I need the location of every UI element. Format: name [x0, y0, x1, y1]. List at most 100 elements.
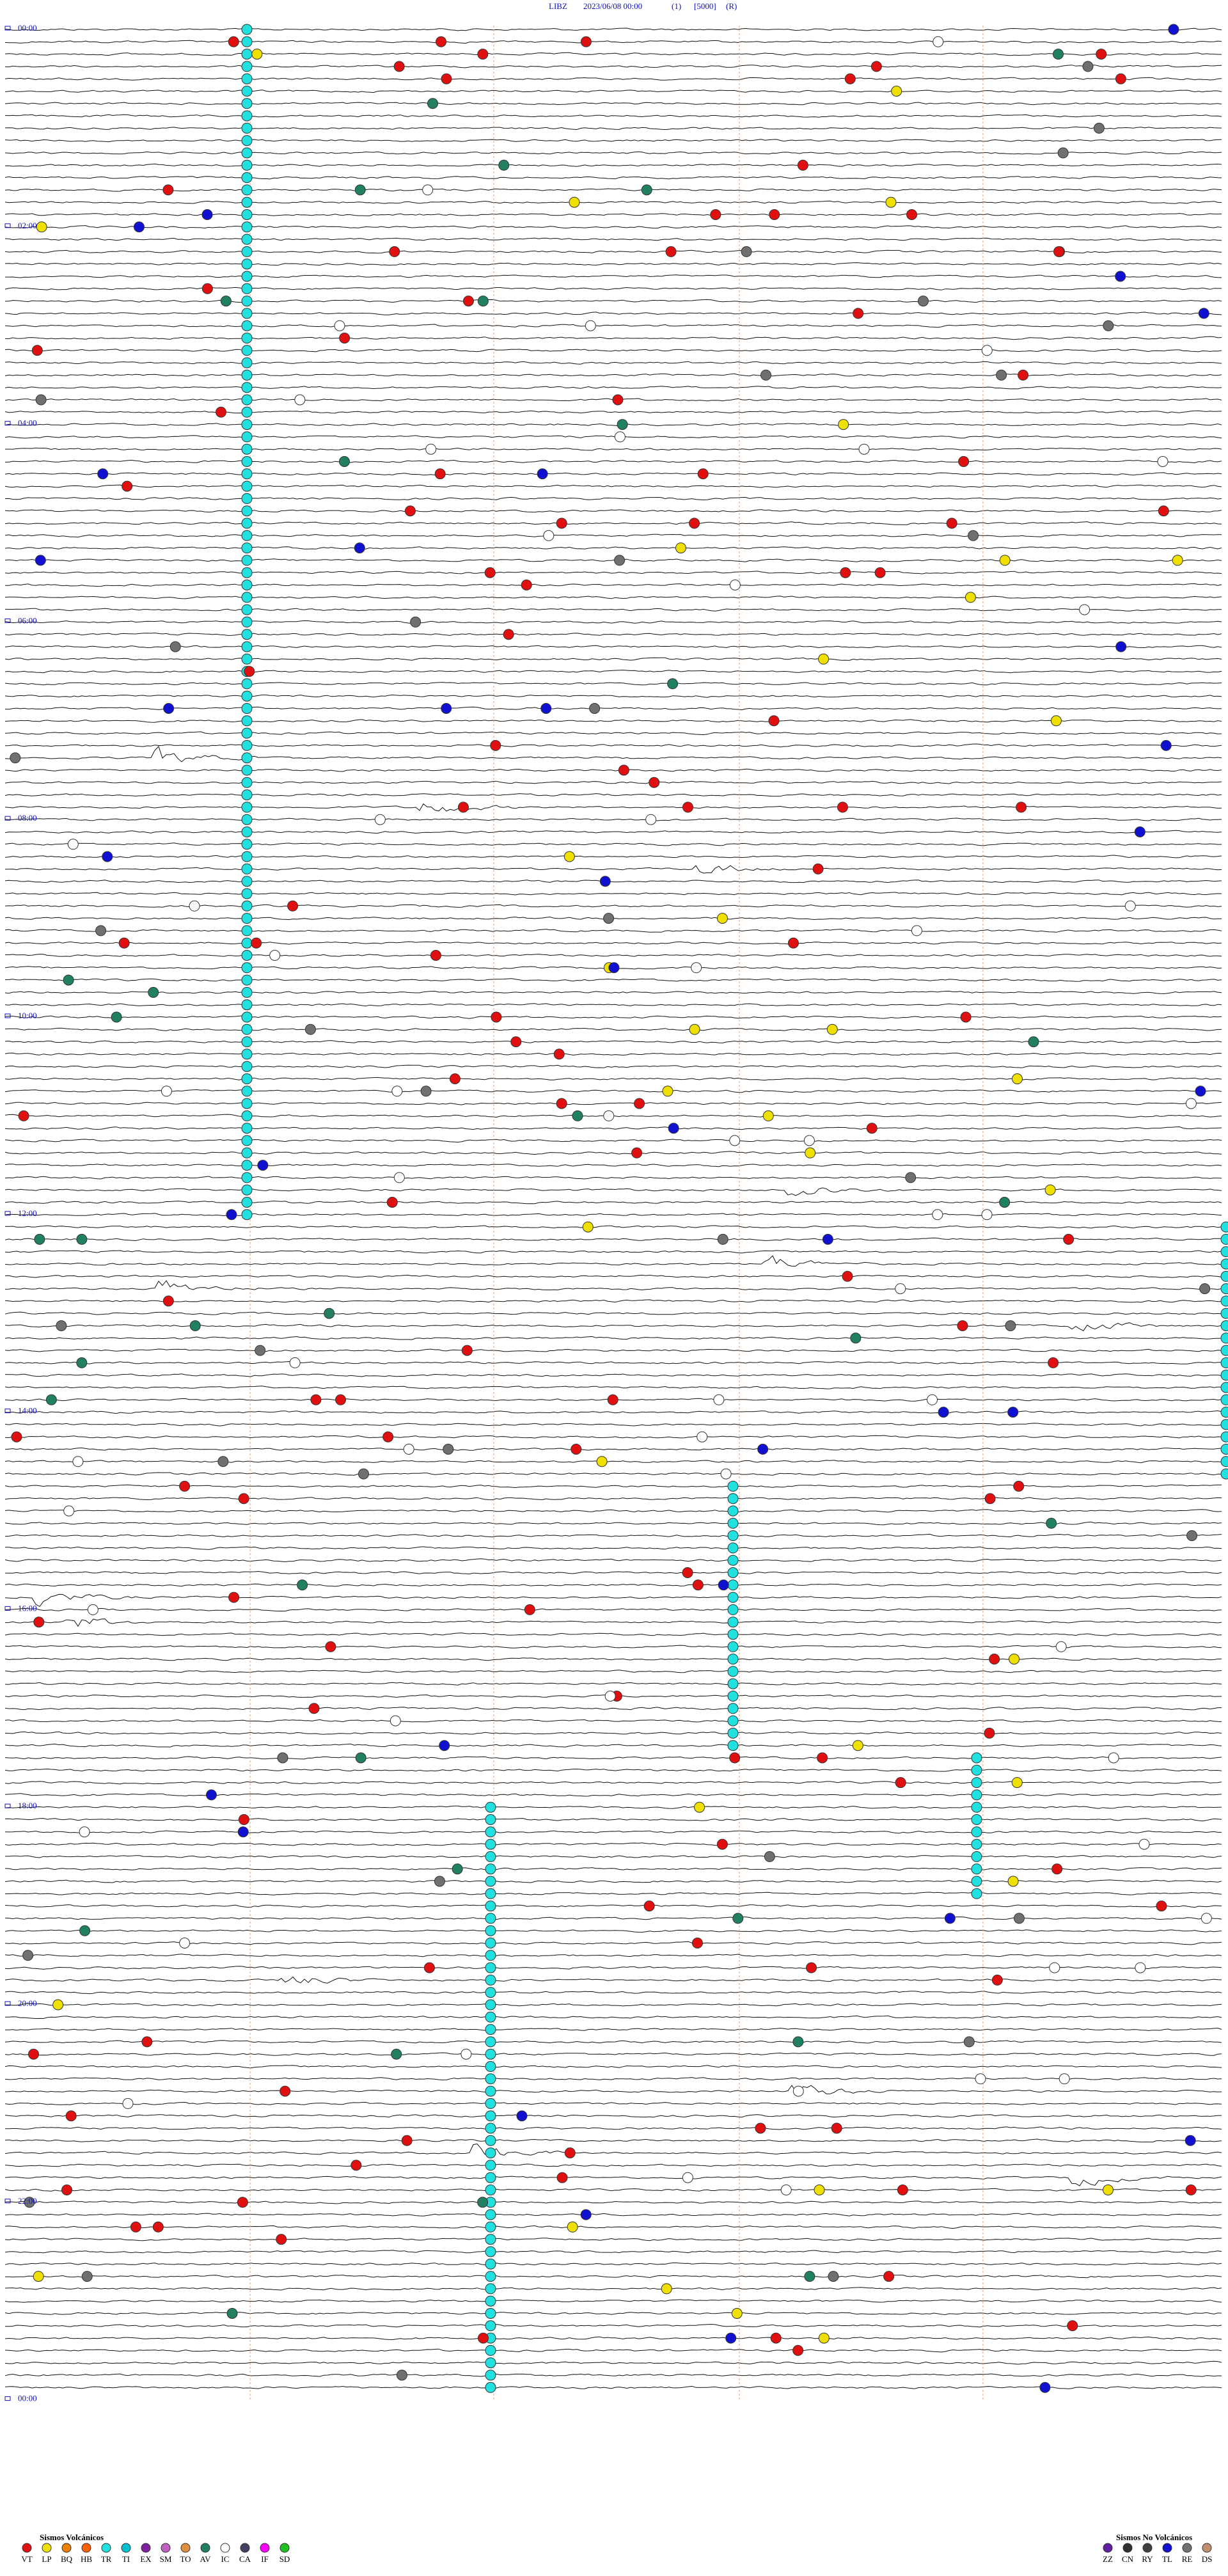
legend-code: BQ — [61, 2554, 73, 2564]
event-marker — [727, 1703, 739, 1714]
trace — [4, 1954, 1222, 1957]
legend-code: HB — [81, 2554, 92, 2564]
trace — [4, 1645, 1222, 1648]
trace — [4, 386, 1222, 390]
event-marker — [238, 1493, 249, 1505]
event-marker — [241, 480, 253, 492]
trace — [4, 558, 1222, 562]
event-marker — [1108, 1752, 1119, 1764]
event-marker — [645, 814, 657, 825]
event-marker — [434, 468, 446, 480]
trace — [4, 2188, 1222, 2192]
event-marker — [462, 296, 474, 307]
event-marker — [603, 913, 615, 924]
event-marker — [485, 2122, 496, 2134]
event-marker — [63, 974, 74, 986]
event-marker — [297, 1579, 308, 1591]
event-marker — [67, 839, 79, 850]
event-marker — [1009, 1654, 1020, 1665]
event-marker — [374, 814, 386, 825]
legend-code: SD — [279, 2554, 290, 2564]
event-marker — [682, 1567, 693, 1578]
event-marker — [1055, 1641, 1067, 1652]
trace — [4, 1003, 1222, 1007]
event-marker — [817, 1752, 828, 1764]
event-marker — [241, 296, 253, 307]
event-marker — [390, 1715, 401, 1727]
event-marker — [485, 2344, 496, 2356]
event-marker — [226, 2308, 238, 2319]
trace — [4, 928, 1222, 933]
event-marker — [457, 802, 469, 813]
event-marker — [434, 1876, 445, 1887]
event-marker — [339, 333, 350, 344]
trace — [4, 336, 1222, 340]
event-marker — [241, 308, 253, 319]
trace — [4, 349, 1222, 352]
event-marker — [443, 1444, 454, 1455]
event-marker — [717, 1233, 728, 1245]
legend-swatch — [240, 2543, 250, 2553]
event-marker — [543, 530, 555, 541]
legend-code: VT — [21, 2554, 32, 2564]
trace — [4, 880, 1222, 883]
event-marker — [1028, 1036, 1039, 1048]
event-marker — [485, 2098, 496, 2109]
legend-title: Sismos No Volcánicos — [1116, 2533, 1192, 2542]
event-marker — [691, 1938, 703, 1948]
trace — [4, 1176, 1222, 1180]
event-marker — [201, 209, 213, 220]
event-marker — [1082, 61, 1094, 72]
trace — [4, 1410, 1222, 1414]
event-marker — [727, 1629, 739, 1640]
event-marker — [81, 2271, 93, 2282]
event-marker — [1053, 246, 1065, 257]
event-marker — [1220, 1370, 1228, 1381]
event-marker — [516, 2110, 528, 2122]
event-marker — [556, 2172, 568, 2183]
event-marker — [241, 1172, 253, 1183]
event-marker — [485, 1925, 496, 1936]
event-marker — [727, 1691, 739, 1702]
trace — [4, 1472, 1222, 1476]
event-marker — [148, 986, 159, 998]
trace — [4, 731, 1222, 736]
event-marker — [350, 2160, 362, 2171]
event-marker — [1138, 1838, 1150, 1850]
event-marker — [335, 1394, 347, 1405]
event-marker — [241, 1160, 253, 1171]
trace — [4, 410, 1222, 414]
event-marker — [56, 1320, 67, 1331]
event-marker — [189, 1320, 201, 1331]
event-marker — [1220, 1419, 1228, 1430]
event-marker — [1013, 1913, 1025, 1924]
trace — [4, 249, 1222, 254]
trace — [4, 1040, 1222, 1043]
event-marker — [244, 666, 255, 677]
event-marker — [45, 1394, 57, 1405]
event-marker — [87, 1604, 98, 1615]
event-marker — [206, 1789, 217, 1801]
event-marker — [241, 567, 253, 578]
trace — [4, 1608, 1222, 1612]
event-marker — [1039, 2382, 1051, 2393]
event-marker — [1135, 1962, 1146, 1973]
event-marker — [984, 1727, 995, 1739]
event-marker — [1005, 1320, 1016, 1331]
event-marker — [241, 443, 253, 455]
trace — [4, 2312, 1222, 2316]
event-marker — [35, 394, 47, 406]
legend-code: RY — [1142, 2554, 1153, 2564]
trace — [4, 126, 1222, 130]
event-marker — [95, 925, 107, 936]
event-marker — [853, 308, 864, 319]
event-marker — [762, 1110, 774, 1121]
event-marker — [485, 2271, 496, 2282]
trace — [4, 1867, 1222, 1871]
trace — [4, 2163, 1222, 2167]
event-marker — [401, 2135, 413, 2146]
event-marker — [727, 1554, 739, 1566]
trace — [4, 1991, 1222, 1995]
trace — [4, 1966, 1222, 1970]
trace — [4, 645, 1222, 649]
